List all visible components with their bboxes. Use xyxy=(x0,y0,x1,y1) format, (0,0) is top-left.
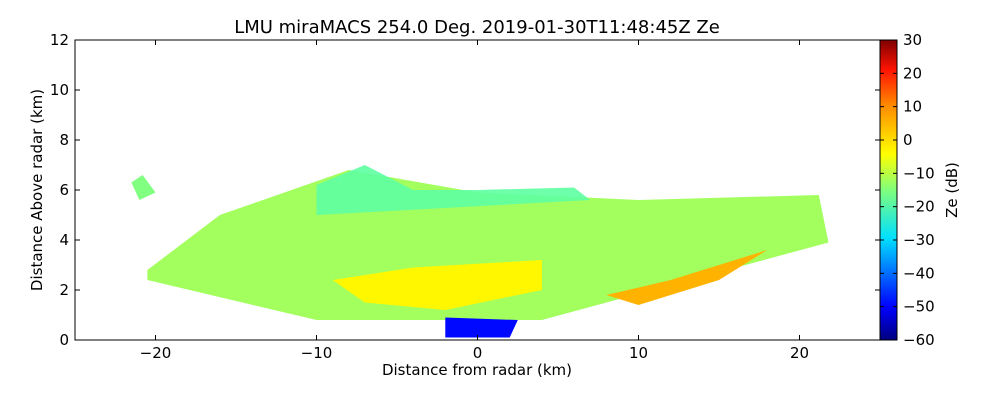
echo-region-isolated-cell xyxy=(131,175,156,200)
y-tick-label: 10 xyxy=(50,81,69,99)
y-axis: 0 2 4 6 8 10 12 xyxy=(50,31,880,349)
echo-region-upper-cloud-top xyxy=(316,165,591,215)
colorbar xyxy=(879,39,898,341)
y-tick-label: 12 xyxy=(50,31,69,49)
colorbar-tick-label: −20 xyxy=(903,198,935,216)
colorbar-tick-label: 20 xyxy=(903,64,922,82)
colorbar-tick-label: −50 xyxy=(903,298,935,316)
echo-region-lower-right-band xyxy=(606,250,768,305)
colorbar-label: Ze (dB) xyxy=(943,162,961,218)
echo-layer xyxy=(131,165,829,338)
colorbar-tick-label: −60 xyxy=(903,331,935,349)
x-tick-label: −20 xyxy=(140,344,172,362)
x-axis-label: Distance from radar (km) xyxy=(382,361,572,379)
x-tick-label: 10 xyxy=(629,344,648,362)
y-tick-label: 0 xyxy=(59,331,69,349)
colorbar-tick-label: 10 xyxy=(903,98,922,116)
x-axis: −20 −10 0 10 20 xyxy=(140,40,809,362)
colorbar-tick-label: 30 xyxy=(903,31,922,49)
colorbar-tick-label: −30 xyxy=(903,231,935,249)
y-tick-label: 4 xyxy=(59,231,69,249)
echo-region-near-radar-weak-echo xyxy=(445,317,518,338)
chart-title: LMU miraMACS 254.0 Deg. 2019-01-30T11:48… xyxy=(234,17,720,38)
y-tick-label: 2 xyxy=(59,281,69,299)
y-axis-label: Distance Above radar (km) xyxy=(28,89,46,291)
x-tick-label: 0 xyxy=(473,344,483,362)
colorbar-tick-label: 0 xyxy=(903,131,913,149)
x-tick-label: −10 xyxy=(301,344,333,362)
x-tick-label: 20 xyxy=(790,344,809,362)
colorbar-tick-label: −40 xyxy=(903,264,935,282)
y-tick-label: 6 xyxy=(59,181,69,199)
y-tick-label: 8 xyxy=(59,131,69,149)
colorbar-ticks: 30 20 10 0 −10 −20 −30 −40 −50 −60 xyxy=(880,31,935,349)
colorbar-tick-label: −10 xyxy=(903,164,935,182)
echo-region-enhanced-layer xyxy=(332,260,542,310)
